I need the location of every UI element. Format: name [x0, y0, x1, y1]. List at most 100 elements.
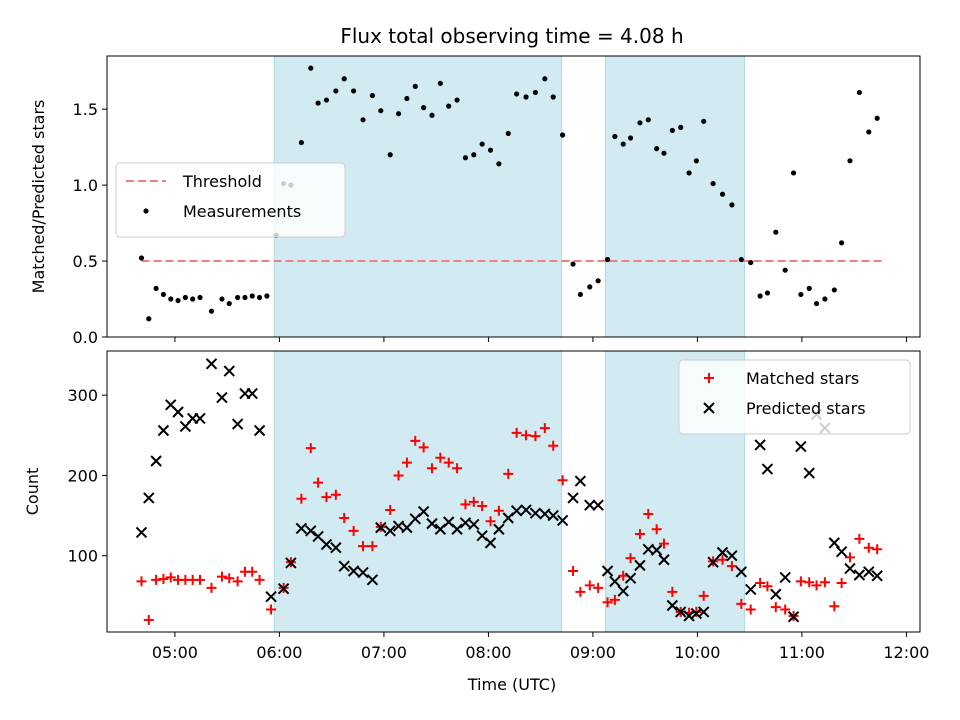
data-point [738, 256, 744, 263]
legend: Matched stars Predicted stars [678, 359, 911, 435]
data-point [510, 505, 523, 517]
data-point [426, 517, 438, 530]
data-point [773, 229, 779, 235]
data-point [806, 285, 812, 291]
data-point [338, 560, 350, 572]
data-point [574, 475, 587, 487]
data-point [484, 537, 497, 549]
data-point [592, 499, 604, 511]
data-point [835, 546, 848, 558]
data-point [485, 516, 496, 527]
data-point [634, 559, 646, 572]
legend-label: Matched stars [746, 369, 859, 388]
data-point [146, 316, 152, 322]
y-tick-label: 300 [67, 386, 98, 405]
data-point [320, 538, 333, 551]
data-point [726, 550, 738, 562]
legend-box [678, 359, 911, 435]
data-point [451, 523, 463, 535]
data-point [729, 202, 735, 208]
data-point [822, 296, 828, 302]
x-tick-label: 07:00 [361, 643, 407, 662]
data-point [357, 566, 369, 579]
data-point [839, 240, 845, 246]
data-point [790, 170, 797, 176]
data-point [523, 94, 529, 100]
data-point [669, 127, 675, 134]
data-point [266, 604, 277, 615]
data-point [707, 556, 719, 568]
data-point [601, 565, 614, 577]
data-point [634, 529, 645, 540]
data-point [521, 430, 532, 441]
data-point [298, 139, 304, 146]
data-point [205, 358, 218, 370]
data-point [216, 391, 228, 404]
legend-label: Threshold [182, 172, 262, 191]
x-tick-label: 08:00 [465, 643, 511, 662]
data-point [532, 89, 539, 96]
data-point [813, 300, 820, 307]
data-point [487, 147, 494, 153]
data-point [182, 294, 188, 301]
data-point [493, 523, 505, 535]
data-point [285, 557, 297, 569]
data-point [387, 152, 393, 158]
data-point [863, 542, 874, 553]
data-point [871, 570, 883, 582]
data-point [643, 508, 654, 519]
data-point [683, 610, 695, 622]
data-point [678, 124, 684, 130]
data-point [701, 118, 707, 124]
observing-interval [273, 351, 563, 632]
series-matched-stars [136, 423, 883, 625]
data-point [844, 562, 856, 575]
data-point [757, 293, 763, 299]
data-point [661, 150, 667, 156]
data-point [206, 582, 217, 593]
data-point [863, 566, 875, 578]
legend: Threshold Measurements [115, 162, 346, 238]
data-point [175, 297, 181, 304]
data-point [452, 463, 463, 474]
data-point [618, 570, 629, 581]
data-point [277, 582, 290, 595]
data-point [224, 573, 235, 584]
data-point [736, 598, 747, 609]
data-point [754, 439, 766, 451]
data-point [323, 97, 330, 103]
data-point [358, 541, 369, 552]
legend-handle [143, 208, 149, 214]
data-point [265, 590, 277, 603]
data-point [454, 97, 460, 103]
data-point [460, 499, 471, 510]
data-point [693, 158, 699, 164]
data-point [803, 467, 815, 479]
data-point [437, 80, 443, 86]
data-point [249, 293, 255, 299]
data-point [468, 496, 479, 507]
data-point [658, 538, 669, 549]
data-point [367, 541, 378, 552]
data-point [418, 442, 429, 453]
data-point [617, 585, 629, 597]
data-point [404, 95, 410, 102]
data-point [593, 582, 604, 593]
data-point [828, 537, 841, 549]
data-point [764, 290, 771, 296]
data-point [264, 293, 270, 299]
data-point [686, 170, 692, 176]
data-point [231, 418, 244, 430]
data-point [216, 571, 227, 582]
data-point [856, 89, 862, 96]
data-point [667, 586, 678, 597]
data-point [339, 512, 350, 523]
data-point [609, 594, 620, 605]
data-point [143, 492, 155, 504]
data-point [511, 427, 522, 438]
data-point [305, 443, 316, 454]
data-point [568, 565, 579, 576]
data-point [308, 65, 314, 71]
y-axis-label: Matched/Predicted stars [29, 100, 48, 294]
data-point [384, 525, 396, 537]
